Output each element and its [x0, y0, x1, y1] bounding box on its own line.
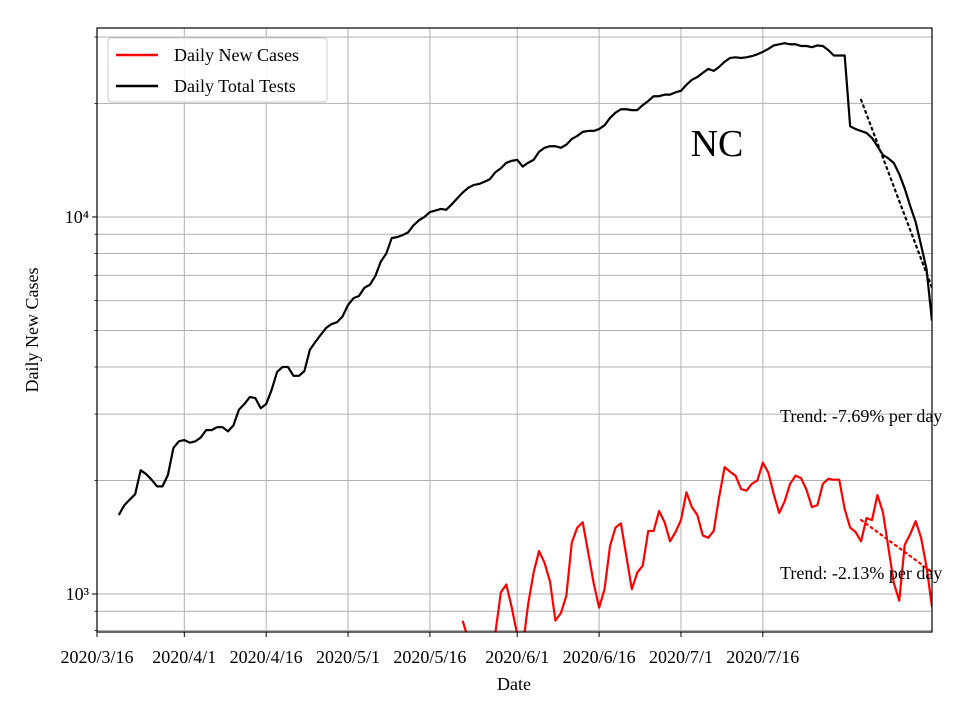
x-tick-label: 2020/6/16: [563, 647, 636, 667]
x-tick-label: 2020/7/1: [649, 647, 713, 667]
y-tick-label: 10³: [66, 584, 90, 604]
x-tick-label: 2020/4/16: [230, 647, 303, 667]
y-tick-label: 10⁴: [65, 207, 89, 227]
y-axis-label: Daily New Cases: [22, 268, 42, 393]
labels: 10³ 10⁴ 2020/3/16 2020/4/1 2020/4/16 2020/5/1…: [60, 37, 942, 667]
legend-box: [107, 37, 328, 103]
x-tick-label: 2020/7/16: [726, 647, 799, 667]
x-axis-label: Date: [497, 674, 531, 694]
x-tick-label: 2020/5/16: [393, 647, 466, 667]
trend-line: [859, 98, 932, 289]
annotation: Trend: -2.13% per day: [780, 563, 942, 583]
legend: Daily New Cases Daily Total Tests: [107, 37, 328, 103]
x-tick-label: 2020/6/1: [485, 647, 549, 667]
series-line: [117, 42, 932, 516]
x-tick-label: 2020/5/1: [316, 647, 380, 667]
plot-area: [117, 42, 932, 632]
annotation: Trend: -7.69% per day: [780, 406, 942, 426]
x-tick-label: 2020/3/16: [60, 647, 133, 667]
x-tick-label: 2020/4/1: [152, 647, 216, 667]
legend-label: Daily New Cases: [174, 45, 299, 65]
annotation: NC: [691, 123, 744, 165]
axes-frame: [96, 27, 933, 633]
trend-line: [859, 518, 932, 574]
legend-label: Daily Total Tests: [174, 76, 296, 96]
series-line: [461, 461, 932, 632]
